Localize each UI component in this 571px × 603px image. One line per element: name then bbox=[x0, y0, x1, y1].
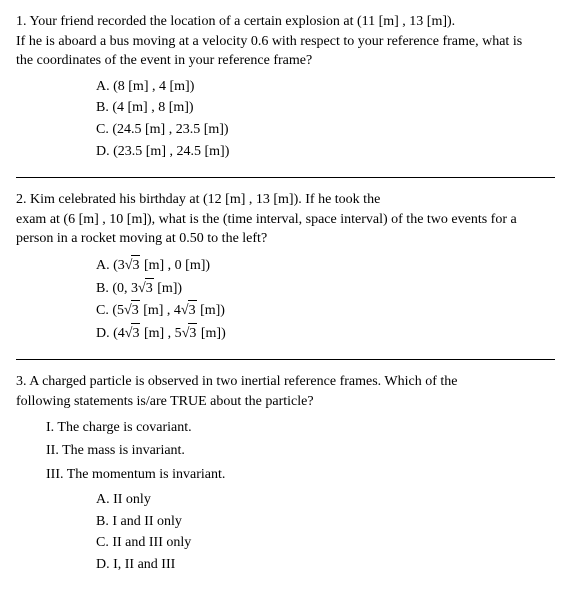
question-1-line2: If he is aboard a bus moving at a veloci… bbox=[16, 34, 522, 49]
question-3-line2: following statements is/are TRUE about t… bbox=[16, 394, 314, 409]
question-3: 3. A charged particle is observed in two… bbox=[16, 372, 555, 574]
separator-2 bbox=[16, 359, 555, 360]
choice-c: C. (24.5 [m] , 23.5 [m]) bbox=[96, 120, 555, 140]
sqrt-icon: √3 bbox=[125, 326, 141, 341]
question-2-line3: person in a rocket moving at 0.50 to the… bbox=[16, 231, 267, 246]
choice-b: B. (0, 3√3 [m]) bbox=[96, 278, 555, 299]
choice-c-post: [m]) bbox=[197, 303, 225, 318]
choice-a-pre: A. (3 bbox=[96, 258, 125, 273]
question-2-number: 2. bbox=[16, 192, 27, 207]
question-2-line2: exam at (6 [m] , 10 [m]), what is the (t… bbox=[16, 212, 517, 227]
choice-d-mid: [m] , 5 bbox=[140, 326, 181, 341]
question-3-number: 3. bbox=[16, 374, 27, 389]
sqrt-icon: √3 bbox=[138, 281, 154, 296]
question-2: 2. Kim celebrated his birthday at (12 [m… bbox=[16, 190, 555, 343]
question-3-statements: I. The charge is covariant. II. The mass… bbox=[46, 418, 555, 485]
sqrt-icon: √3 bbox=[125, 258, 141, 273]
choice-c: C. (5√3 [m] , 4√3 [m]) bbox=[96, 300, 555, 321]
choice-a-post: [m] , 0 [m]) bbox=[140, 258, 210, 273]
question-1-choices: A. (8 [m] , 4 [m]) B. (4 [m] , 8 [m]) C.… bbox=[96, 77, 555, 161]
choice-c-mid: [m] , 4 bbox=[140, 303, 181, 318]
choice-d-post: [m]) bbox=[197, 326, 225, 341]
question-2-choices: A. (3√3 [m] , 0 [m]) B. (0, 3√3 [m]) C. … bbox=[96, 255, 555, 343]
choice-c: C. II and III only bbox=[96, 533, 555, 553]
choice-a: A. II only bbox=[96, 490, 555, 510]
question-1-number: 1. bbox=[16, 14, 27, 29]
choice-b: B. (4 [m] , 8 [m]) bbox=[96, 98, 555, 118]
statement-ii: II. The mass is invariant. bbox=[46, 441, 555, 461]
question-3-choices: A. II only B. I and II only C. II and II… bbox=[96, 490, 555, 574]
question-1-line1: Your friend recorded the location of a c… bbox=[29, 14, 455, 29]
separator-1 bbox=[16, 177, 555, 178]
question-1-text: 1. Your friend recorded the location of … bbox=[16, 12, 555, 71]
choice-b-pre: B. (0, 3 bbox=[96, 281, 138, 296]
choice-d: D. (4√3 [m] , 5√3 [m]) bbox=[96, 323, 555, 344]
sqrt-icon: √3 bbox=[124, 303, 140, 318]
choice-d: D. I, II and III bbox=[96, 555, 555, 575]
choice-d: D. (23.5 [m] , 24.5 [m]) bbox=[96, 142, 555, 162]
choice-b: B. I and II only bbox=[96, 512, 555, 532]
sqrt-icon: √3 bbox=[181, 303, 197, 318]
choice-d-pre: D. (4 bbox=[96, 326, 125, 341]
question-2-line1: Kim celebrated his birthday at (12 [m] ,… bbox=[30, 192, 380, 207]
question-1: 1. Your friend recorded the location of … bbox=[16, 12, 555, 161]
sqrt-icon: √3 bbox=[182, 326, 198, 341]
choice-a: A. (3√3 [m] , 0 [m]) bbox=[96, 255, 555, 276]
choice-a: A. (8 [m] , 4 [m]) bbox=[96, 77, 555, 97]
question-1-line3: the coordinates of the event in your ref… bbox=[16, 53, 312, 68]
choice-c-pre: C. (5 bbox=[96, 303, 124, 318]
question-3-line1: A charged particle is observed in two in… bbox=[29, 374, 457, 389]
question-2-text: 2. Kim celebrated his birthday at (12 [m… bbox=[16, 190, 555, 249]
statement-i: I. The charge is covariant. bbox=[46, 418, 555, 438]
choice-b-post: [m]) bbox=[154, 281, 182, 296]
statement-iii: III. The momentum is invariant. bbox=[46, 465, 555, 485]
question-3-text: 3. A charged particle is observed in two… bbox=[16, 372, 555, 411]
